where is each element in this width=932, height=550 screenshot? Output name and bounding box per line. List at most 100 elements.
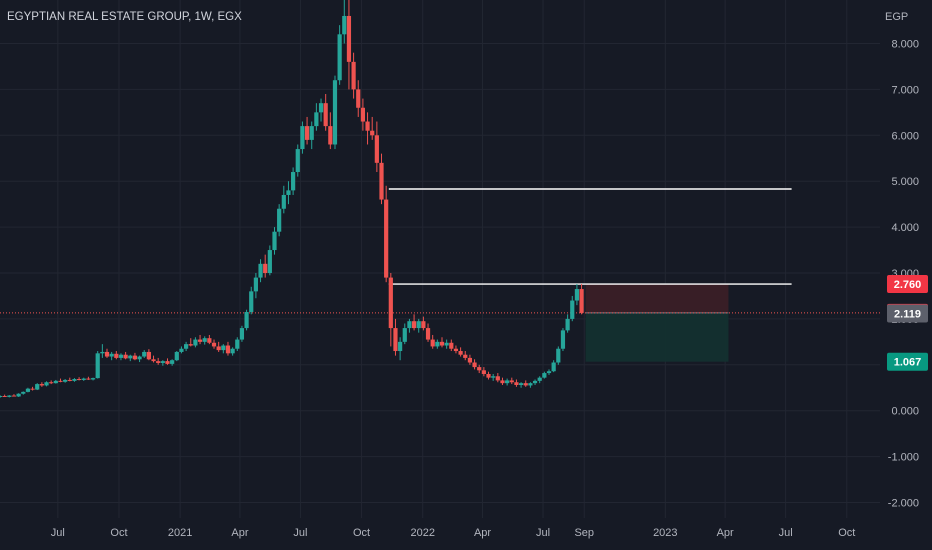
- x-tick-label: Oct: [353, 527, 370, 539]
- candle-body: [542, 373, 547, 378]
- candle-body: [398, 341, 403, 352]
- x-tick-label: Sep: [574, 527, 594, 539]
- candle-body: [453, 348, 459, 352]
- candle-body: [551, 362, 556, 372]
- candle-body: [123, 354, 128, 359]
- candle-body: [142, 351, 147, 357]
- candle-body: [2, 396, 7, 398]
- candle-body: [425, 328, 431, 340]
- candle-body: [505, 380, 510, 384]
- candle-body: [146, 351, 151, 360]
- candle-body: [281, 194, 286, 209]
- price-badge-text: 2.119: [894, 308, 921, 320]
- candle-body: [374, 135, 379, 163]
- y-tick-label: 5.000: [891, 176, 919, 188]
- candle-body: [309, 126, 314, 140]
- candle-body: [174, 351, 179, 361]
- candle-body: [39, 384, 44, 386]
- candle-body: [253, 277, 258, 292]
- candle-body: [318, 103, 324, 113]
- x-tick-label: Apr: [717, 527, 734, 539]
- candle-body: [495, 376, 500, 381]
- candle-body: [356, 89, 361, 108]
- candle-body: [132, 355, 138, 360]
- candle-body: [179, 348, 184, 352]
- position-zones[interactable]: [585, 284, 729, 362]
- candle-body: [263, 263, 268, 273]
- time-axis[interactable]: Jul Oct 2021 Apr Jul Oct 2022 Apr Jul Sep 2023 Apr J…: [51, 527, 856, 539]
- candlestick-series: [0, 0, 584, 398]
- candle-body: [458, 351, 463, 355]
- candle-body: [165, 361, 170, 364]
- price-badge: [887, 304, 928, 323]
- candle-body: [472, 362, 477, 368]
- candle-body: [267, 250, 272, 273]
- candle-body: [528, 383, 533, 386]
- candle-body: [0, 396, 3, 398]
- candle-body: [207, 338, 212, 343]
- candle-body: [560, 330, 566, 349]
- candle-body: [346, 15, 352, 62]
- candle-body: [565, 318, 570, 331]
- candle-body: [35, 384, 40, 390]
- candle-body: [463, 354, 468, 358]
- stop-loss-zone[interactable]: [585, 284, 729, 313]
- x-tick-label: 2021: [168, 527, 192, 539]
- candle-body: [137, 356, 142, 360]
- candle-body: [556, 348, 561, 363]
- candle-body: [49, 382, 54, 384]
- candle-body: [95, 353, 100, 379]
- candle-body: [109, 353, 114, 357]
- candle-body: [188, 344, 193, 346]
- candle-body: [118, 354, 124, 358]
- candle-body: [537, 377, 542, 381]
- candle-body: [444, 342, 449, 346]
- take-profit-zone[interactable]: [585, 312, 729, 362]
- candle-body: [211, 342, 217, 347]
- candle-body: [360, 107, 366, 122]
- candle-body: [225, 345, 231, 354]
- candle-body: [379, 162, 384, 200]
- candle-body: [388, 277, 393, 329]
- candle-body: [63, 379, 68, 382]
- candle-body: [430, 339, 435, 347]
- candle-body: [151, 359, 156, 362]
- candle-body: [100, 351, 105, 354]
- candle-body: [104, 351, 110, 357]
- candle-body: [384, 199, 389, 278]
- candle-body: [546, 371, 552, 374]
- candle-body: [286, 190, 291, 195]
- candle-body: [574, 289, 580, 301]
- chart-grid: [0, 0, 880, 518]
- x-tick-label: Jul: [536, 527, 550, 539]
- candle-body: [435, 341, 440, 347]
- candle-body: [351, 61, 356, 90]
- candle-body: [514, 382, 519, 385]
- candle-body: [184, 344, 189, 349]
- candle-body: [272, 231, 277, 251]
- horizontal-levels[interactable]: [388, 188, 792, 285]
- candle-body: [58, 380, 63, 382]
- price-badge-text: 2.760: [894, 279, 922, 291]
- candle-body: [170, 360, 175, 364]
- y-tick-label: 8.000: [891, 39, 919, 51]
- candle-body: [486, 373, 491, 378]
- candle-body: [304, 126, 310, 140]
- candle-body: [407, 321, 412, 329]
- candle-body: [202, 338, 207, 342]
- x-tick-label: Apr: [231, 527, 248, 539]
- candle-body: [258, 263, 263, 278]
- candle-body: [277, 208, 282, 232]
- candle-body: [449, 342, 454, 349]
- x-tick-label: Jul: [51, 527, 65, 539]
- candle-body: [128, 355, 133, 359]
- candle-body: [216, 346, 221, 351]
- candle-body: [500, 380, 505, 384]
- candle-body: [7, 395, 12, 397]
- symbol-title[interactable]: EGYPTIAN REAL ESTATE GROUP, 1W, EGX: [7, 11, 242, 23]
- candle-body: [244, 312, 249, 329]
- candle-body: [239, 328, 245, 340]
- candle-body: [11, 395, 17, 397]
- candle-body: [156, 361, 161, 363]
